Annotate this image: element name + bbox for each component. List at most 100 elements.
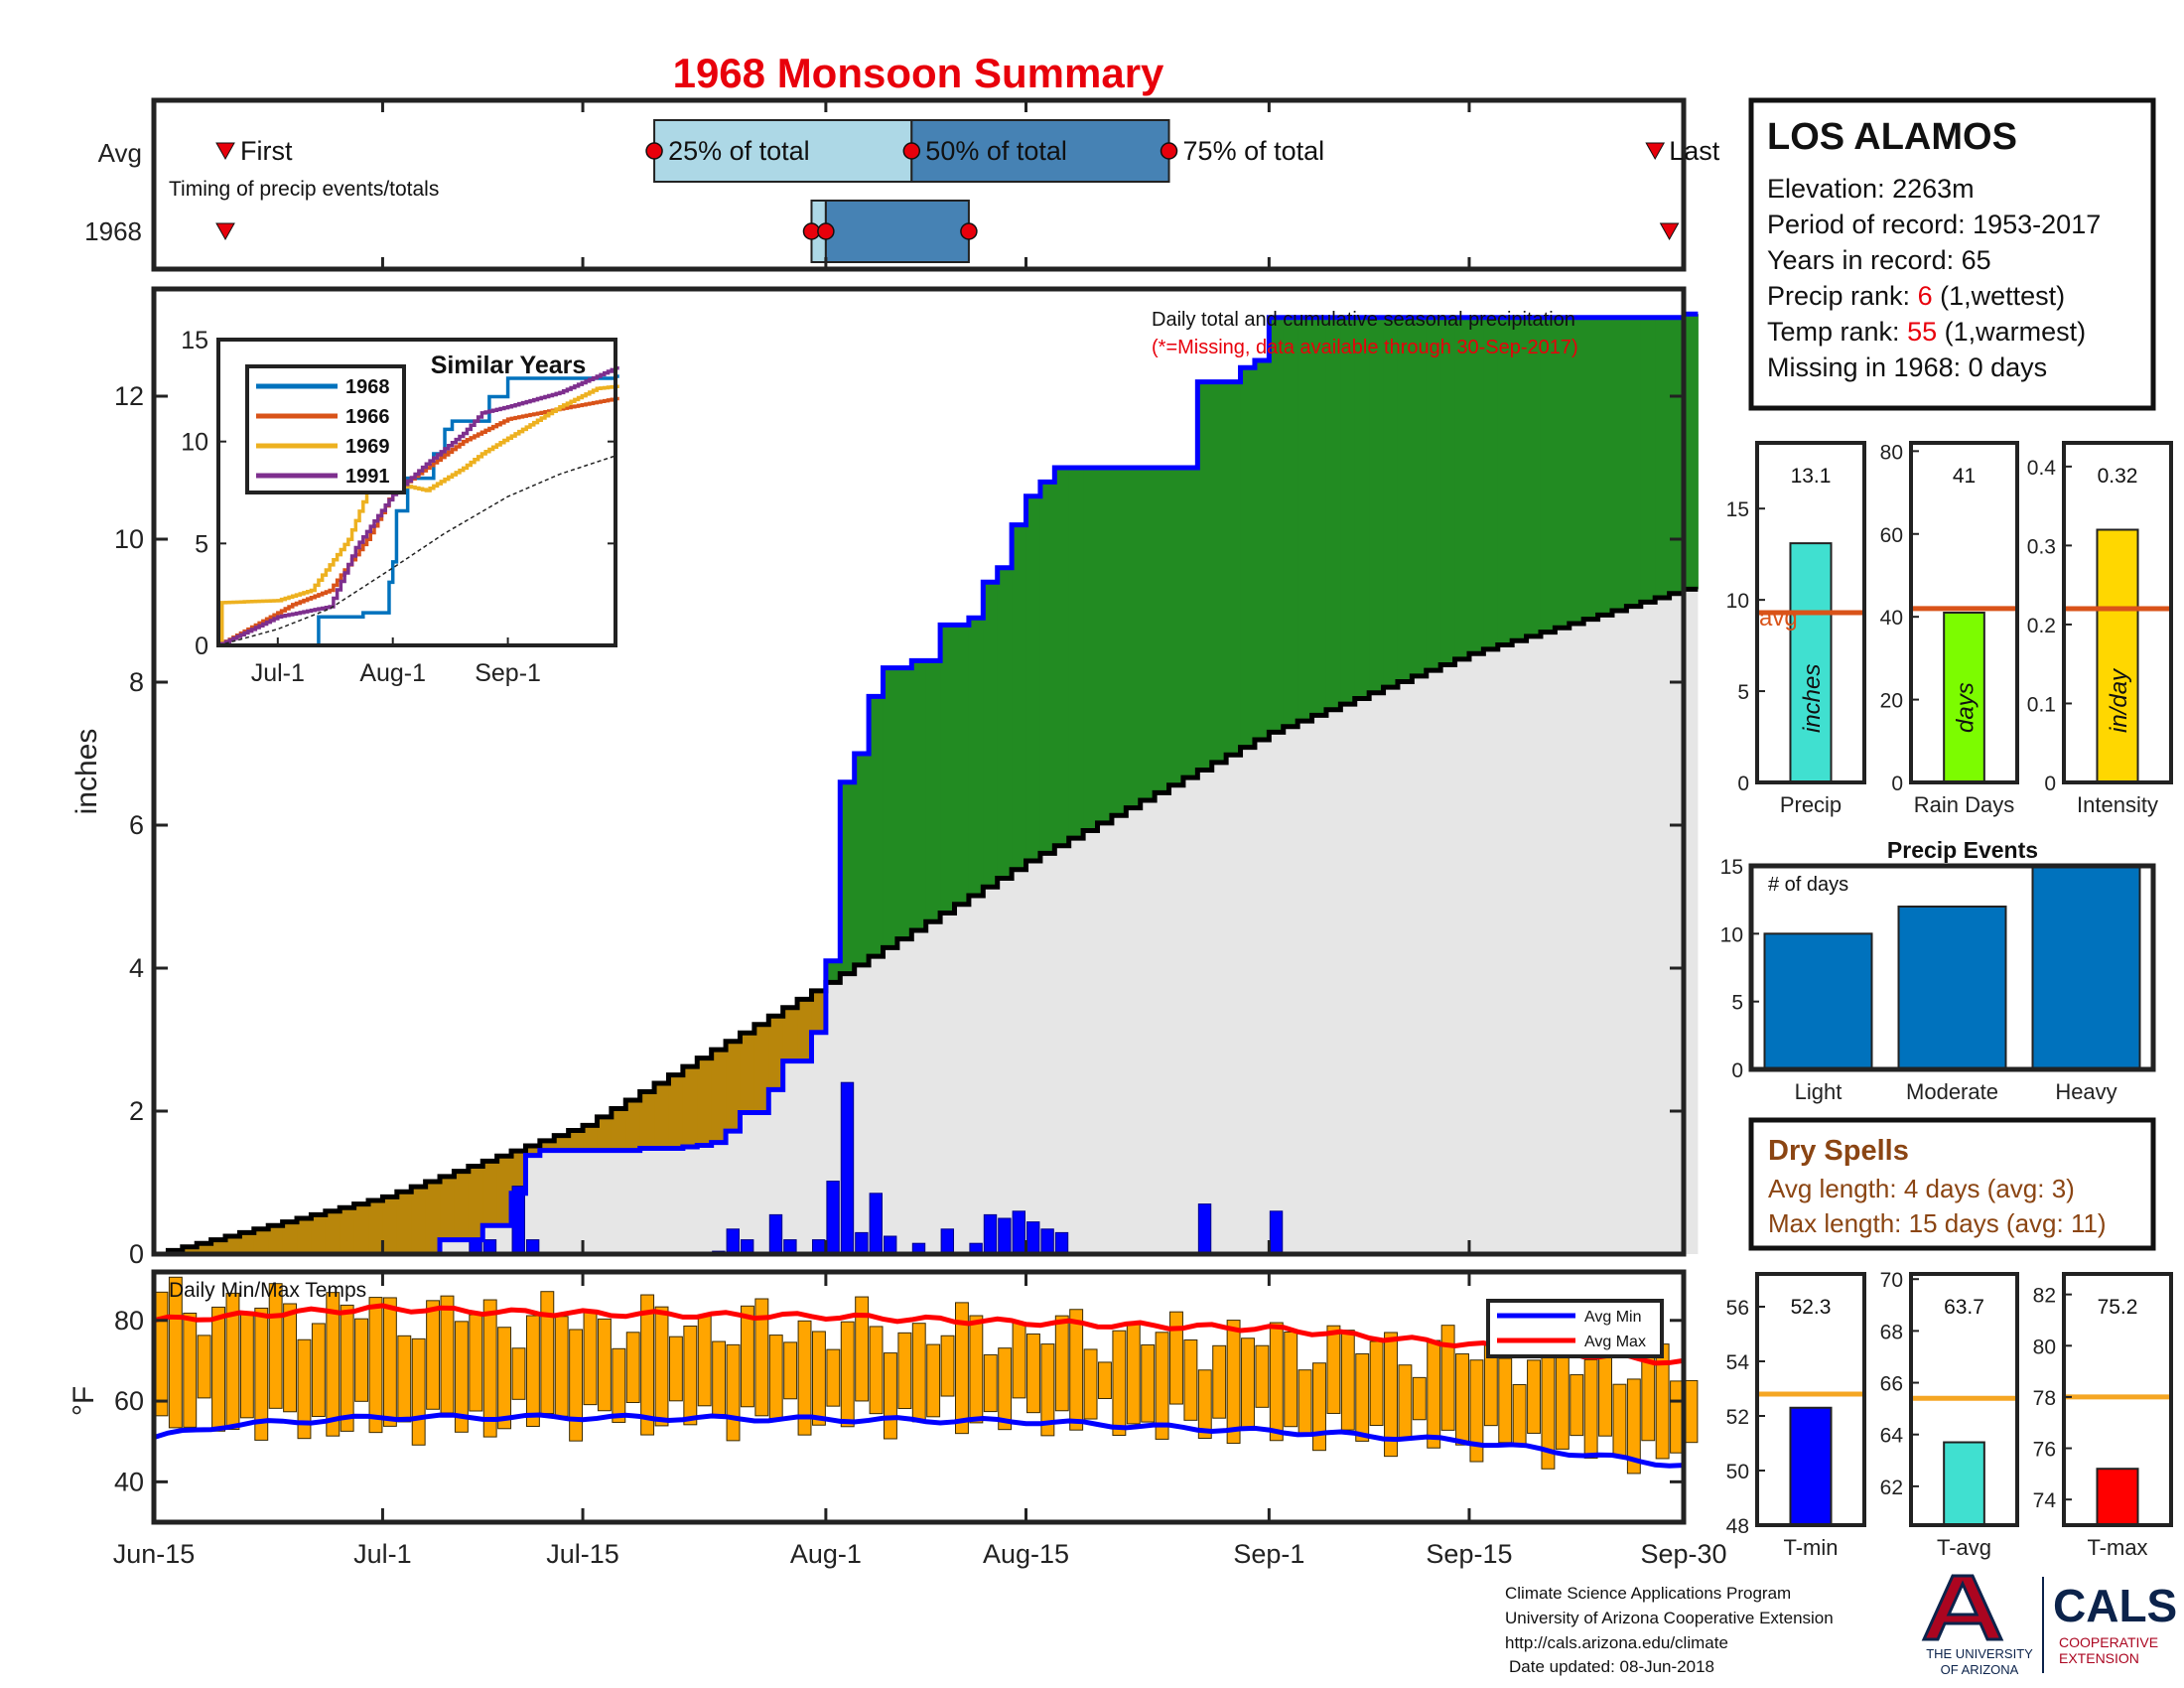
timing-bars: 25% of total 50% of total 75% of total Firs… <box>215 119 1720 263</box>
daily-temp-bar <box>497 1327 512 1430</box>
dry-deficit-cell <box>382 1196 398 1254</box>
wet-surplus-cell <box>1054 468 1070 846</box>
legend-label-1966: 1966 <box>345 406 390 428</box>
precip-events-bars: Light Moderate Heavy 0 5 10 15 <box>1720 856 2141 1104</box>
tmax-stat-category-label: T-max <box>2087 1535 2147 1560</box>
dry-deficit-cell <box>368 1200 383 1254</box>
wet-surplus-cell <box>1640 317 1656 603</box>
daily-temp-bar <box>1555 1348 1570 1450</box>
tmin-stat-tick-label: 48 <box>1726 1515 1749 1538</box>
temp-chart: 40 60 80 Daily Min/Max Temps °F Avg Min Av… <box>68 1269 1699 1525</box>
dry-deficit-cell <box>440 1176 455 1240</box>
wet-surplus-cell <box>1555 317 1570 629</box>
daily-temp-bar <box>1369 1340 1384 1426</box>
timing-panel: 25% of total 50% of total 75% of total Firs… <box>84 97 1720 272</box>
daily-temp-bar <box>283 1303 298 1413</box>
tmin-stat-tick-label: 52 <box>1726 1406 1749 1429</box>
daily-temp-bar <box>869 1326 884 1415</box>
wet-surplus-cell <box>1012 524 1027 870</box>
daily-temp-bar <box>1684 1379 1699 1444</box>
daily-precip-bar <box>511 1186 525 1255</box>
timing-pct-marker <box>902 142 921 160</box>
dry-deficit-cell <box>682 1066 698 1147</box>
date-axis: Jun-15 Jul-1 Jul-15 Aug-1 Aug-15 Sep-1 Sep-15 S… <box>113 100 1727 1569</box>
wet-surplus-cell <box>1226 381 1242 756</box>
timing-pct-label: 50% of total <box>925 136 1067 166</box>
station-precip-rank: Precip rank: 6 (1,wettest) <box>1767 281 2065 311</box>
wet-surplus-cell <box>1311 317 1327 716</box>
daily-precip-bar <box>1012 1210 1026 1255</box>
inset-frame <box>216 338 617 647</box>
precip-stat-tick-label: 15 <box>1726 498 1749 521</box>
temp-y-label: °F <box>68 1386 100 1416</box>
precip-chart: 0 2 4 6 8 10 12 inches Daily total and cumulat… <box>70 286 1699 1269</box>
wet-surplus-cell <box>1397 317 1413 682</box>
tmin-stat-category-label: T-min <box>1784 1535 1839 1560</box>
daily-precip-bar <box>1040 1228 1054 1255</box>
raindays-stat-tick-label: 20 <box>1880 690 1903 713</box>
wet-surplus-cell <box>1684 314 1699 590</box>
intensity-stat-value-label: 0.32 <box>2098 465 2138 488</box>
tavg-stat-tick-label: 70 <box>1880 1269 1903 1292</box>
daily-precip-bar <box>768 1213 783 1255</box>
daily-temp-bar <box>554 1316 569 1417</box>
intensity-stat-unit-label: in/day <box>2106 667 2132 733</box>
x-tick-label: Jul-15 <box>546 1539 619 1569</box>
wet-surplus-cell <box>1140 468 1156 801</box>
tavg-stat-tick-label: 64 <box>1880 1425 1904 1448</box>
daily-temp-bar <box>354 1318 369 1402</box>
wet-surplus-cell <box>1182 468 1198 778</box>
inset-x-label: Aug-1 <box>359 659 426 687</box>
daily-temp-bar <box>1297 1369 1312 1435</box>
wet-surplus-cell <box>1655 317 1671 599</box>
dry-deficit-cell <box>225 1236 240 1254</box>
tmax-stat-bar <box>2096 1468 2139 1527</box>
precip-note-2: (*=Missing, data available through 30-Se… <box>1152 337 1578 358</box>
temp-rank-prefix: Temp rank: <box>1767 317 1907 347</box>
raindays-stat-tick-label: 40 <box>1880 607 1903 630</box>
dry-deficit-cell <box>568 1130 584 1151</box>
wet-surplus-cell <box>1483 317 1499 649</box>
daily-precip-bar <box>869 1193 883 1255</box>
raindays-stat-bar <box>1943 612 1985 783</box>
tmax-stat-frame <box>2062 1272 2173 1527</box>
daily-temp-bar <box>1312 1362 1326 1452</box>
tmin-stat-bar <box>1789 1406 1833 1526</box>
dry-deficit-cell <box>282 1221 298 1254</box>
daily-temp-bar <box>1583 1358 1598 1459</box>
wet-surplus-cell <box>1126 468 1142 808</box>
daily-temp-bar <box>926 1343 941 1418</box>
daily-temp-bar <box>454 1321 469 1433</box>
precip-rank-value: 6 <box>1918 281 1933 311</box>
precip-stat-tick-label: 0 <box>1737 773 1749 795</box>
precip-rank-suffix: (1,wettest) <box>1933 281 2066 311</box>
raindays-stat-frame <box>1909 441 2019 784</box>
footer-line-1: Climate Science Applications Program <box>1505 1584 1791 1603</box>
timing-pct-marker <box>1160 142 1178 160</box>
wet-surplus-cell <box>1197 381 1213 771</box>
wet-surplus-cell <box>896 667 912 939</box>
dry-deficit-cell <box>597 1116 613 1151</box>
dry-deficit-cell <box>411 1187 427 1254</box>
precip-stat-category-label: Precip <box>1780 792 1842 817</box>
daily-temp-bar <box>211 1306 226 1432</box>
figure-title: 1968 Monsoon Summary <box>673 50 1164 96</box>
daily-precip-bar <box>826 1181 840 1255</box>
daily-precip-bar <box>940 1228 955 1255</box>
dry-spells-max: Max length: 15 days (avg: 11) <box>1768 1208 2107 1238</box>
daily-temp-bar <box>1040 1343 1055 1437</box>
precip-note-1: Daily total and cumulative seasonal prec… <box>1152 309 1575 331</box>
daily-temp-bar <box>225 1292 240 1430</box>
daily-temp-bar <box>1527 1359 1541 1434</box>
daily-temp-bar <box>1255 1344 1270 1408</box>
tavg-stat-tick-label: 62 <box>1880 1477 1903 1499</box>
dry-deficit-cell <box>325 1210 341 1254</box>
y-tick-label: 2 <box>129 1096 144 1126</box>
daily-precip-bar <box>1269 1210 1284 1255</box>
daily-temp-bar <box>268 1283 283 1409</box>
daily-temp-bar <box>883 1352 897 1440</box>
dry-deficit-cell <box>753 1024 769 1113</box>
dry-deficit-cell <box>711 1050 727 1143</box>
station-period: Period of record: 1953-2017 <box>1767 210 2101 239</box>
wet-surplus-cell <box>1597 317 1613 616</box>
